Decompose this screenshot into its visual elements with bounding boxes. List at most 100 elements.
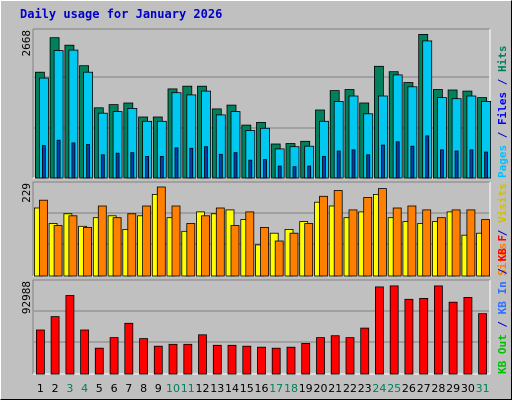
bar-sites — [363, 197, 373, 277]
chart-panel-visits-sites: 229 Sites / Visits — [20, 181, 509, 277]
bar-kb-f — [257, 346, 266, 375]
x-tick-label: 8 — [140, 382, 147, 395]
bar-sites — [53, 225, 63, 277]
legend-label: Sites — [496, 243, 509, 276]
legend-label: Hits — [496, 46, 509, 73]
bar-sites — [304, 223, 314, 277]
bar-sites — [83, 226, 92, 277]
right-legend: KB Out / KB In / KB F — [496, 235, 509, 374]
bar-kb-f — [36, 329, 45, 375]
bar-pages — [395, 141, 400, 179]
bar-sites — [274, 240, 284, 277]
bar-kb-f — [301, 342, 311, 375]
bar-pages — [204, 146, 208, 179]
legend-label: Pages — [496, 145, 509, 178]
x-tick-label: 31 — [476, 382, 490, 395]
bar-pages — [174, 147, 179, 179]
bar-pages — [277, 165, 282, 179]
x-tick-label: 5 — [96, 382, 103, 395]
bar-sites — [466, 209, 476, 277]
bar-sites — [319, 195, 328, 277]
x-tick-label: 22 — [343, 382, 357, 395]
bar-kb-f — [212, 344, 222, 375]
bar-sites — [422, 209, 432, 277]
x-tick-label: 28 — [431, 382, 445, 395]
bar-pages — [130, 152, 135, 179]
bar-pages — [336, 150, 341, 179]
y-max-label: 92988 — [20, 281, 33, 314]
x-tick-label: 20 — [314, 382, 328, 395]
x-tick-label: 4 — [81, 382, 88, 395]
bar-pages — [454, 150, 459, 179]
bar-kb-f — [94, 347, 104, 375]
x-tick-label: 26 — [402, 382, 416, 395]
bar-pages — [380, 144, 385, 179]
bar-sites — [156, 186, 166, 277]
bar-kb-f — [50, 316, 60, 375]
y-max-label: 229 — [20, 183, 33, 203]
bar-sites — [481, 219, 491, 277]
x-tick-label: 2 — [52, 382, 59, 395]
chart-title: Daily usage for January 2026 — [20, 7, 223, 21]
bar-sites — [451, 209, 461, 277]
bar-kb-f — [139, 338, 149, 375]
x-tick-label: 1 — [37, 382, 44, 395]
bar-kb-f — [330, 335, 340, 375]
bar-kb-f — [183, 343, 193, 375]
bar-sites — [171, 205, 181, 277]
bar-kb-f — [345, 337, 355, 375]
bar-pages — [189, 147, 194, 179]
bar-pages — [307, 165, 312, 179]
right-legend: Sites / Visits — [496, 183, 509, 276]
x-tick-label: 30 — [461, 382, 475, 395]
bar-sites — [289, 232, 299, 277]
bar-kb-f — [109, 337, 119, 375]
x-tick-label: 6 — [111, 382, 118, 395]
legend-label: KB Out — [496, 334, 509, 374]
x-tick-label: 9 — [155, 382, 162, 395]
bar-pages — [218, 153, 223, 179]
bar-sites — [186, 223, 196, 277]
legend-label: / — [496, 72, 509, 92]
bar-pages — [71, 142, 76, 179]
bar-sites — [97, 205, 107, 277]
bar-pages — [42, 145, 46, 179]
bar-pages — [100, 154, 105, 179]
bar-kb-f — [419, 297, 429, 375]
bar-pages — [292, 166, 297, 179]
bar-sites — [377, 188, 387, 277]
bar-pages — [469, 149, 474, 179]
bar-pages — [366, 154, 371, 179]
bar-sites — [260, 226, 269, 277]
bar-pages — [484, 151, 489, 179]
bar-sites — [245, 211, 255, 277]
x-tick-label: 23 — [358, 382, 372, 395]
bar-pages — [410, 145, 415, 179]
x-tick-label: 13 — [210, 382, 224, 395]
bar-pages — [115, 152, 120, 179]
x-tick-label: 19 — [299, 382, 313, 395]
bar-sites — [215, 207, 225, 277]
bar-kb-f — [360, 327, 370, 375]
legend-label: / — [496, 261, 509, 281]
x-tick-label: 17 — [269, 382, 283, 395]
bar-kb-f — [389, 285, 399, 375]
bar-pages — [159, 155, 164, 179]
bar-kb-f — [478, 313, 488, 375]
bar-sites — [230, 225, 240, 277]
bar-kb-f — [286, 346, 296, 375]
bar-kb-f — [404, 298, 414, 375]
bar-sites — [68, 215, 78, 277]
bar-sites — [436, 217, 446, 277]
legend-label: / — [496, 125, 509, 145]
x-tick-label: 16 — [255, 382, 269, 395]
x-tick-label: 25 — [387, 382, 401, 395]
bar-kb-f — [198, 334, 207, 375]
legend-label: / — [496, 223, 509, 243]
bar-sites — [201, 215, 210, 277]
x-tick-label: 7 — [125, 382, 132, 395]
bar-kb-f — [65, 295, 75, 375]
bar-pages — [322, 155, 326, 179]
x-tick-label: 15 — [240, 382, 254, 395]
